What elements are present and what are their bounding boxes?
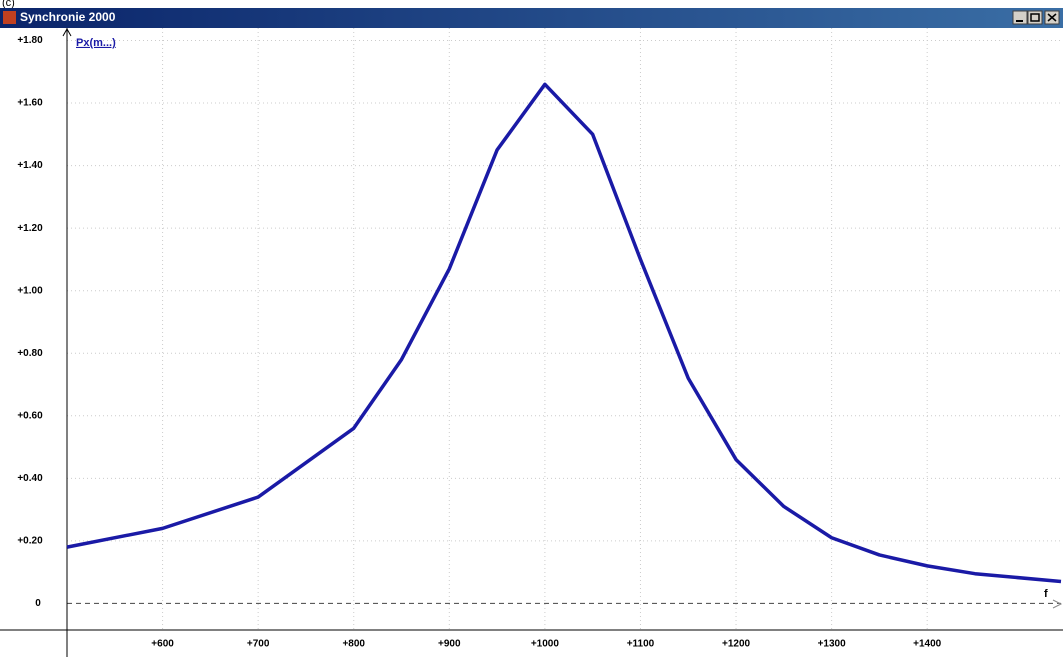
y-tick-label: +0.80 — [17, 348, 43, 359]
window-title: Synchronie 2000 — [20, 10, 116, 24]
y-axis-arrow — [62, 27, 72, 37]
y-tick-label: +1.20 — [17, 223, 43, 234]
y-tick-label: +1.60 — [17, 98, 43, 109]
plot: 0 +0.20 +0.40 +0.60 +0.80 +1.00 +1.20 +1.40 +1.6… — [0, 27, 1063, 657]
app-icon — [3, 11, 16, 24]
x-axis-arrow — [1052, 599, 1063, 609]
y-tick-label: +1.80 — [17, 35, 43, 46]
x-axis-label: f — [1044, 588, 1048, 600]
title-bar — [0, 8, 1063, 28]
window-controls[interactable] — [1012, 10, 1060, 25]
y-tick-label: 0 — [35, 598, 41, 609]
y-axis-label: Px(m...) — [76, 37, 116, 49]
x-tick-label: +1100 — [627, 639, 655, 650]
y-tick-label: +0.40 — [17, 473, 43, 484]
figure-label: (c) — [2, 0, 15, 9]
x-tick-label: +600 — [151, 639, 174, 650]
line — [66, 82, 1062, 584]
x-tick-label: +1300 — [818, 639, 847, 650]
x-tick-label: +900 — [438, 639, 461, 650]
x-tick-label: +700 — [247, 639, 270, 650]
x-tick-label: +1200 — [722, 639, 751, 650]
x-tick-label: +800 — [342, 639, 365, 650]
y-tick-label: +0.20 — [17, 536, 43, 547]
x-tick-label: +1400 — [913, 639, 942, 650]
y-tick-label: +0.60 — [17, 410, 43, 421]
minimize-button[interactable] — [1012, 10, 1028, 25]
y-tick-label: +1.00 — [17, 285, 43, 296]
y-tick-label: +1.40 — [17, 160, 43, 171]
maximize-button[interactable] — [1027, 10, 1043, 25]
x-tick-label: +1000 — [531, 639, 560, 650]
